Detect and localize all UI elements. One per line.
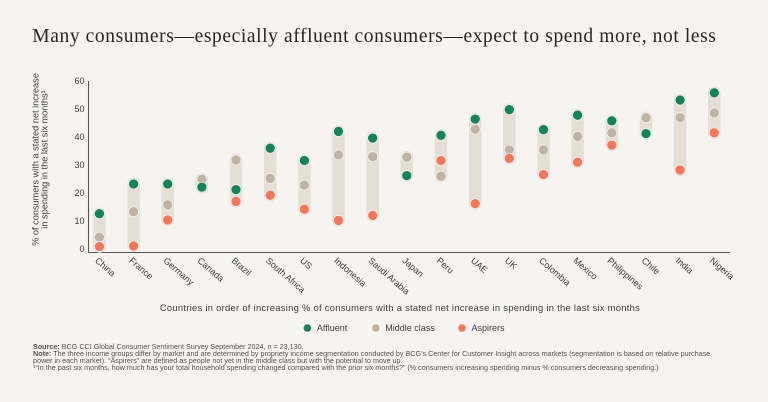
svg-text:20: 20 — [74, 188, 84, 198]
svg-text:60: 60 — [74, 76, 84, 86]
svg-text:Brazil: Brazil — [230, 255, 254, 277]
svg-text:50: 50 — [74, 104, 84, 114]
svg-text:Colombia: Colombia — [537, 255, 572, 287]
svg-text:Philippines: Philippines — [605, 255, 645, 291]
svg-text:Peru: Peru — [435, 255, 456, 275]
svg-text:Countries in order of increasi: Countries in order of increasing % of co… — [160, 302, 640, 313]
svg-text:Chile: Chile — [640, 255, 662, 276]
svg-text:UAE: UAE — [469, 255, 490, 275]
svg-text:Canada: Canada — [196, 255, 226, 283]
svg-text:40: 40 — [74, 132, 84, 142]
svg-text:0: 0 — [79, 244, 84, 254]
svg-text:China: China — [93, 255, 117, 278]
svg-text:Mexico: Mexico — [571, 255, 599, 281]
svg-text:10: 10 — [74, 216, 84, 226]
svg-text:Aspirers: Aspirers — [472, 323, 506, 333]
svg-text:Middle class: Middle class — [385, 323, 435, 333]
svg-text:Germany: Germany — [161, 255, 196, 287]
svg-text:UK: UK — [503, 255, 519, 271]
svg-text:France: France — [127, 255, 155, 281]
svg-text:Indonesia: Indonesia — [332, 255, 368, 288]
svg-text:India: India — [674, 255, 695, 275]
svg-text:30: 30 — [74, 160, 84, 170]
svg-text:US: US — [298, 255, 314, 271]
svg-text:Japan: Japan — [400, 255, 425, 279]
svg-text:% of consumers with a stated n: % of consumers with a stated net increas… — [31, 73, 41, 246]
svg-text:Affluent: Affluent — [317, 323, 348, 333]
svg-text:in spending in the last six mo: in spending in the last six months¹ — [39, 90, 49, 228]
svg-text:Nigeria: Nigeria — [708, 255, 736, 281]
